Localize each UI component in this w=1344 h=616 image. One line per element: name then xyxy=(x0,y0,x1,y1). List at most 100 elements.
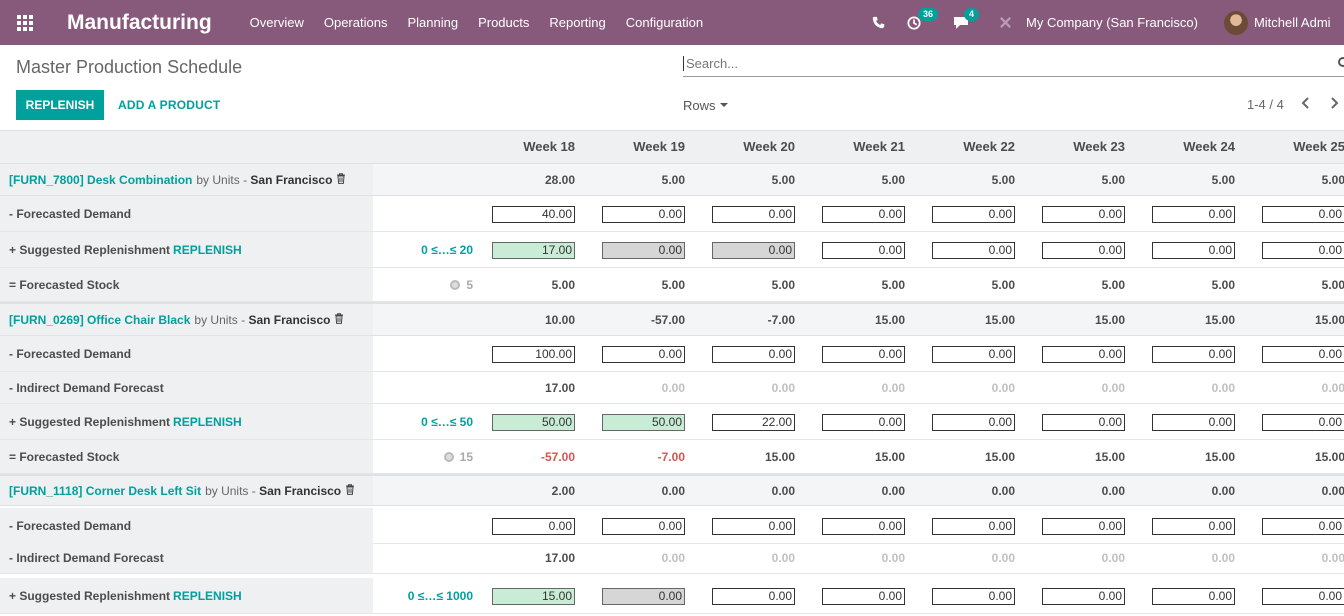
debug-tools-icon[interactable] xyxy=(999,16,1012,29)
menu-operations[interactable]: Operations xyxy=(323,15,388,30)
trash-icon[interactable] xyxy=(334,312,344,327)
forecast-demand-input[interactable]: 0.00 xyxy=(822,346,905,363)
row-label: + Suggested Replenishment REPLENISH xyxy=(0,404,373,439)
replenish-qty-input[interactable]: 0.00 xyxy=(932,242,1015,259)
forecast-demand-input[interactable]: 0.00 xyxy=(602,518,685,535)
starting-inventory-value: 10.00 xyxy=(544,312,575,327)
trash-icon[interactable] xyxy=(345,483,355,498)
forecast-demand-input[interactable]: 0.00 xyxy=(822,206,905,223)
forecast-demand-input[interactable]: 0.00 xyxy=(602,346,685,363)
replenish-qty-input[interactable]: 0.00 xyxy=(1042,242,1125,259)
row-label: - Forecasted Demand xyxy=(0,336,373,371)
replenish-qty-input[interactable]: 0.00 xyxy=(822,414,905,431)
forecast-demand-input[interactable]: 0.00 xyxy=(1152,346,1235,363)
replenish-range-link[interactable]: 0 ≤…≤ 20 xyxy=(421,242,473,257)
replenish-qty-input[interactable]: 0.00 xyxy=(1262,242,1344,259)
row-replenish-link[interactable]: REPLENISH xyxy=(173,414,242,429)
safety-stock[interactable]: 5 xyxy=(380,268,473,301)
forecast-demand-input[interactable]: 0.00 xyxy=(712,518,795,535)
rows-dropdown[interactable]: Rows xyxy=(683,98,728,113)
forecast-demand-input[interactable]: 0.00 xyxy=(1042,206,1125,223)
phone-icon[interactable] xyxy=(872,16,885,29)
row-label: - Indirect Demand Forecast xyxy=(0,372,373,403)
app-brand[interactable]: Manufacturing xyxy=(67,10,212,34)
forecast-demand-input[interactable]: 0.00 xyxy=(822,518,905,535)
replenish-qty-input[interactable]: 0.00 xyxy=(1152,242,1235,259)
forecast-demand-input[interactable]: 0.00 xyxy=(1262,346,1344,363)
replenish-qty-input[interactable]: 0.00 xyxy=(1152,414,1235,431)
table-header: Week 18 Week 19 Week 20 Week 21 Week 22 Week … xyxy=(0,131,1344,164)
menu-configuration[interactable]: Configuration xyxy=(625,15,704,30)
product-link[interactable]: [FURN_7800] Desk Combination xyxy=(9,172,193,187)
product-link[interactable]: [FURN_1118] Corner Desk Left Sit xyxy=(9,483,202,498)
menu-planning[interactable]: Planning xyxy=(407,15,459,30)
company-switcher[interactable]: My Company (San Francisco) xyxy=(1026,15,1198,30)
replenish-qty-input[interactable]: 0.00 xyxy=(822,588,905,605)
replenish-qty-input[interactable]: 50.00 xyxy=(602,414,685,431)
replenish-qty-input[interactable]: 0.00 xyxy=(712,242,795,259)
menu-reporting[interactable]: Reporting xyxy=(549,15,606,30)
table-cell: 0.00 xyxy=(1101,380,1125,395)
activity-clock-icon[interactable]: 36 xyxy=(907,7,939,30)
forecast-demand-input[interactable]: 0.00 xyxy=(492,518,575,535)
forecast-demand-input[interactable]: 0.00 xyxy=(712,346,795,363)
forecast-demand-input[interactable]: 0.00 xyxy=(1262,518,1344,535)
pager-previous-icon[interactable] xyxy=(1301,96,1311,114)
replenish-qty-input[interactable]: 0.00 xyxy=(712,588,795,605)
replenish-range-link[interactable]: 0 ≤…≤ 50 xyxy=(421,414,473,429)
product-uom: by Units - San Francisco xyxy=(196,173,332,187)
row-title: - Indirect Demand Forecast xyxy=(9,550,164,565)
forecast-demand-input[interactable]: 0.00 xyxy=(932,346,1015,363)
replenish-qty-input[interactable]: 0.00 xyxy=(932,588,1015,605)
forecast-demand-input[interactable]: 40.00 xyxy=(492,206,575,223)
forecast-demand-input[interactable]: 100.00 xyxy=(492,346,575,363)
user-avatar[interactable] xyxy=(1223,10,1248,35)
replenish-qty-input[interactable]: 0.00 xyxy=(1152,588,1235,605)
replenish-qty-input[interactable]: 0.00 xyxy=(1262,414,1344,431)
table-cell: 5.00 xyxy=(1321,277,1344,292)
user-menu[interactable]: Mitchell Admi xyxy=(1253,15,1331,30)
replenish-qty-input[interactable]: 0.00 xyxy=(822,242,905,259)
replenish-qty-input[interactable]: 22.00 xyxy=(712,414,795,431)
forecast-demand-input[interactable]: 0.00 xyxy=(932,206,1015,223)
product-row: [FURN_1118] Corner Desk Left Sit by Units… xyxy=(0,474,1344,506)
starting-inventory-value: 5.00 xyxy=(1211,172,1235,187)
starting-inventory-value: 0.00 xyxy=(991,483,1015,498)
search-input[interactable] xyxy=(683,56,1323,71)
messages-icon[interactable]: 4 xyxy=(953,7,980,30)
menu-overview[interactable]: Overview xyxy=(249,15,304,30)
forecast-demand-input[interactable]: 0.00 xyxy=(1262,206,1344,223)
forecast-demand-input[interactable]: 0.00 xyxy=(712,206,795,223)
row-replenish-link[interactable]: REPLENISH xyxy=(173,588,242,603)
add-product-button[interactable]: ADD A PRODUCT xyxy=(118,98,221,112)
menu-products[interactable]: Products xyxy=(478,15,530,30)
row-label: [FURN_1118] Corner Desk Left Sit by Units… xyxy=(0,476,373,505)
trash-icon[interactable] xyxy=(336,172,346,187)
search-icon[interactable] xyxy=(1338,57,1344,67)
replenish-qty-input[interactable]: 15.00 xyxy=(492,588,575,605)
replenish-qty-input[interactable]: 0.00 xyxy=(932,414,1015,431)
replenish-qty-input[interactable]: 0.00 xyxy=(1042,414,1125,431)
replenish-qty-input[interactable]: 50.00 xyxy=(492,414,575,431)
pager-value[interactable]: 1-4 / 4 xyxy=(1247,97,1284,112)
replenish-range-link[interactable]: 0 ≤…≤ 1000 xyxy=(407,588,473,603)
forecast-demand-input[interactable]: 0.00 xyxy=(1042,346,1125,363)
replenish-qty-input[interactable]: 0.00 xyxy=(1042,588,1125,605)
product-link[interactable]: [FURN_0269] Office Chair Black xyxy=(9,312,191,327)
replenish-qty-input[interactable]: 17.00 xyxy=(492,242,575,259)
apps-menu-icon[interactable] xyxy=(0,0,50,45)
replenish-qty-input[interactable]: 0.00 xyxy=(602,588,685,605)
forecast-demand-input[interactable]: 0.00 xyxy=(602,206,685,223)
forecast-demand-input[interactable]: 0.00 xyxy=(932,518,1015,535)
safety-stock[interactable]: 15 xyxy=(380,440,473,473)
replenish-qty-input[interactable]: 0.00 xyxy=(602,242,685,259)
row-replenish-link[interactable]: REPLENISH xyxy=(173,242,242,257)
replenish-button[interactable]: REPLENISH xyxy=(16,90,104,120)
replenish-qty-input[interactable]: 0.00 xyxy=(1262,588,1344,605)
page-title: Master Production Schedule xyxy=(16,57,243,77)
forecast-demand-input[interactable]: 0.00 xyxy=(1152,206,1235,223)
pager-next-icon[interactable] xyxy=(1329,96,1339,114)
forecast-demand-input[interactable]: 0.00 xyxy=(1042,518,1125,535)
starting-inventory-value: 0.00 xyxy=(881,483,905,498)
forecast-demand-input[interactable]: 0.00 xyxy=(1152,518,1235,535)
